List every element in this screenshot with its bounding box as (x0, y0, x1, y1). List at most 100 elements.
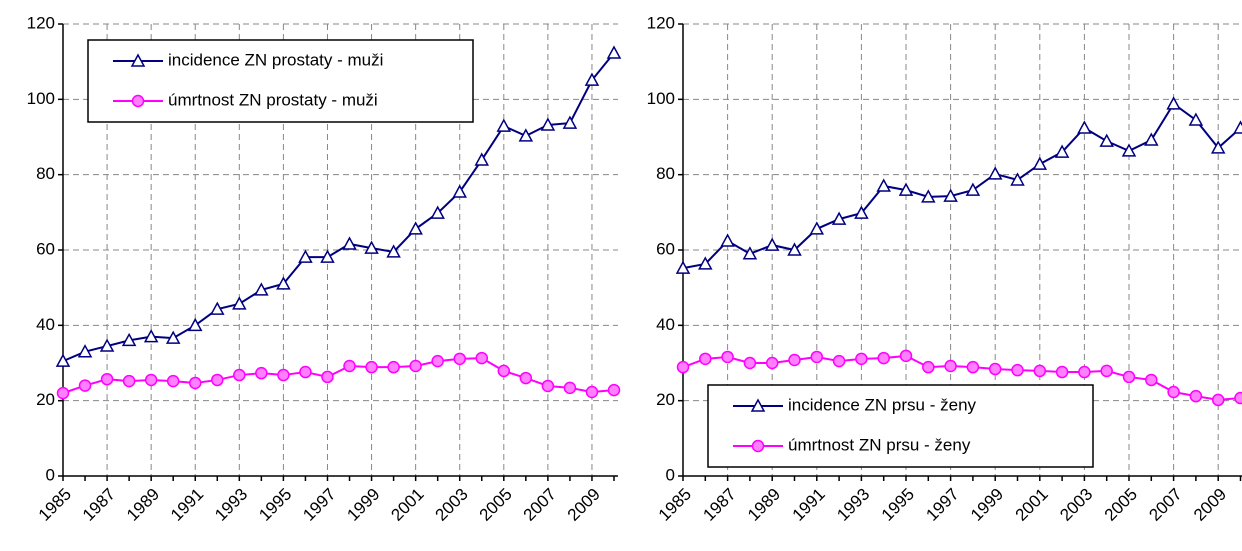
marker (699, 352, 712, 366)
marker (474, 152, 490, 166)
marker (1210, 140, 1226, 154)
marker (452, 184, 467, 198)
marker (1055, 365, 1069, 379)
x-tick-label: 2007 (520, 485, 560, 525)
marker (188, 376, 202, 390)
y-tick-label: 80 (36, 164, 55, 183)
legend-label: incidence ZN prostaty - muži (168, 50, 383, 69)
marker (562, 115, 578, 129)
marker (541, 379, 555, 393)
legend-label: úmrtnost ZN prostaty - muži (168, 90, 378, 109)
marker (254, 282, 269, 296)
marker (386, 244, 401, 258)
marker (1189, 389, 1203, 403)
x-tick-label: 2001 (1012, 485, 1052, 525)
x-tick-label: 2005 (476, 485, 516, 525)
marker (1032, 156, 1048, 170)
marker (720, 233, 735, 247)
marker (987, 166, 1003, 180)
marker (211, 373, 224, 387)
legend: incidence ZN prostaty - muži úmrtnost ZN … (87, 39, 474, 123)
marker (876, 178, 891, 192)
marker (233, 368, 246, 382)
marker (1054, 144, 1070, 158)
marker (100, 372, 114, 386)
marker (210, 301, 225, 315)
y-tick-label: 100 (647, 89, 675, 108)
marker (877, 351, 890, 365)
marker (921, 189, 936, 203)
x-tick-label: 2001 (387, 485, 427, 525)
marker (988, 362, 1002, 376)
marker (475, 351, 489, 365)
marker (743, 356, 757, 370)
marker (165, 330, 181, 344)
marker (1121, 143, 1137, 157)
marker (519, 371, 533, 385)
marker (742, 246, 758, 260)
marker (364, 240, 379, 254)
x-tick-label: 2003 (432, 485, 472, 525)
marker (1211, 393, 1225, 407)
marker (187, 317, 203, 332)
marker (831, 211, 847, 225)
marker (563, 381, 577, 395)
marker (809, 221, 825, 235)
legend: incidence ZN prsu - ženy úmrtnost ZN prsu… (707, 384, 1094, 468)
y-tick-label: 0 (666, 465, 675, 484)
marker (1099, 133, 1114, 147)
y-tick-label: 100 (27, 89, 55, 108)
marker (1077, 120, 1092, 134)
marker (1010, 172, 1025, 186)
marker (698, 256, 713, 270)
marker (387, 360, 400, 374)
x-tick-label: 1997 (299, 485, 339, 525)
marker (675, 260, 691, 274)
marker (606, 45, 622, 59)
legend-label: incidence ZN prsu - ženy (788, 395, 977, 414)
marker (943, 188, 958, 202)
marker (409, 359, 422, 373)
x-tick-label: 1997 (922, 485, 962, 525)
marker (966, 360, 980, 374)
marker (832, 354, 846, 368)
series-line (682, 102, 1242, 270)
marker (764, 237, 780, 251)
x-tick-label: 1999 (343, 485, 383, 525)
marker (56, 386, 70, 400)
legend-marker (750, 398, 766, 412)
marker (276, 276, 291, 290)
marker (122, 374, 136, 388)
marker (320, 249, 335, 263)
marker (143, 329, 159, 343)
marker (365, 360, 378, 374)
marker (1100, 364, 1113, 378)
y-tick-label: 120 (647, 13, 675, 32)
marker (1078, 365, 1091, 379)
x-tick-label: 1989 (744, 485, 784, 525)
x-tick-label: 2007 (1145, 485, 1185, 525)
marker (453, 352, 466, 366)
x-tick-label: 2005 (1101, 485, 1141, 525)
y-tick-label: 0 (46, 465, 55, 484)
y-tick-label: 20 (36, 390, 55, 409)
marker (944, 359, 957, 373)
marker (585, 385, 599, 399)
x-tick-label: 1993 (833, 485, 873, 525)
marker (277, 368, 290, 382)
legend-box (707, 384, 1094, 468)
x-tick-label: 1989 (123, 485, 163, 525)
marker (765, 356, 779, 370)
marker (788, 353, 801, 367)
marker (1166, 96, 1181, 110)
marker (298, 249, 313, 263)
marker (607, 383, 621, 397)
marker (299, 365, 312, 379)
marker (1188, 112, 1204, 126)
marker (1122, 370, 1136, 384)
marker (540, 117, 556, 131)
